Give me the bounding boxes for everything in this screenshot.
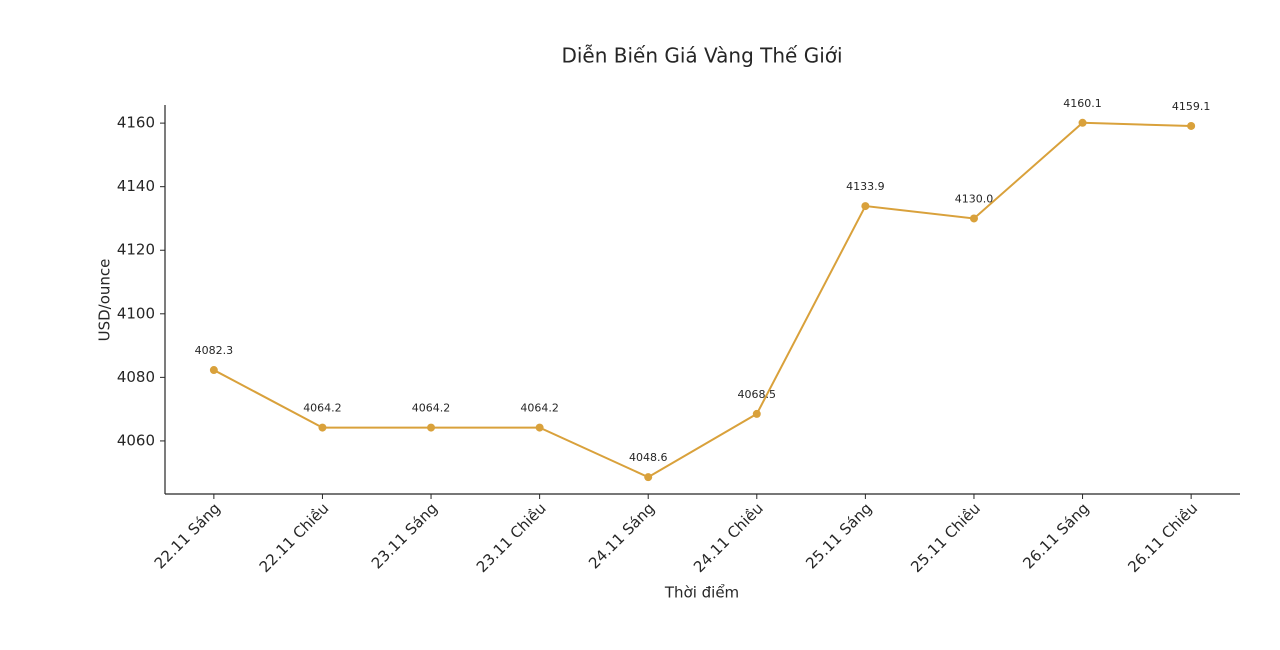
x-tick-label: 26.11 Sáng	[1019, 499, 1092, 572]
x-tick-label: 25.11 Chiều	[907, 499, 984, 576]
point	[318, 423, 327, 432]
x-tick-label: 25.11 Sáng	[802, 499, 875, 572]
y-tick-label: 4060	[117, 431, 155, 449]
line	[213, 121, 1192, 479]
data-label: 4130.0	[955, 192, 994, 205]
point	[209, 366, 218, 375]
data-label: 4160.1	[1063, 97, 1102, 110]
x-tick-label: 24.11 Chiều	[690, 499, 767, 576]
y-tick-label: 4100	[117, 304, 155, 322]
data-label: 4068.5	[738, 388, 777, 401]
point	[644, 473, 653, 482]
y-tick-label: 4080	[117, 368, 155, 386]
data-label: 4064.2	[303, 402, 342, 415]
y-tick-label: 4160	[117, 114, 155, 132]
y-tick-label: 4140	[117, 177, 155, 195]
point	[1078, 118, 1087, 127]
x-axis-label: Thời điểm	[664, 584, 739, 602]
x-tick-label: 26.11 Chiều	[1124, 499, 1201, 576]
x-tick-label: 23.11 Chiều	[473, 499, 550, 576]
y-axis-label: USD/ounce	[96, 259, 114, 342]
x-tick-label: 22.11 Chiều	[256, 499, 333, 576]
point	[752, 409, 761, 418]
point	[427, 423, 436, 432]
x-tick-label: 23.11 Sáng	[368, 499, 441, 572]
data-label: 4064.2	[520, 402, 559, 415]
point	[1187, 121, 1196, 130]
point	[535, 423, 544, 432]
x-tick-label: 24.11 Sáng	[585, 499, 658, 572]
data-label: 4064.2	[412, 402, 451, 415]
point	[861, 202, 870, 211]
data-label: 4133.9	[846, 180, 885, 193]
data-label: 4048.6	[629, 451, 668, 464]
data-label: 4159.1	[1172, 100, 1211, 113]
point	[969, 214, 978, 223]
y-tick-label: 4120	[117, 241, 155, 259]
data-label: 4082.3	[195, 344, 234, 357]
chart-title: Diễn Biến Giá Vàng Thế Giới	[561, 44, 842, 68]
x-tick-label: 22.11 Sáng	[151, 499, 224, 572]
